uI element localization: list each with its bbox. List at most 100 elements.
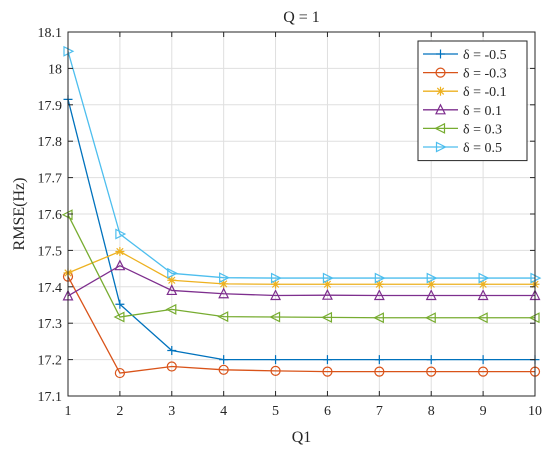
- data-point: [114, 259, 126, 271]
- data-point: [424, 312, 436, 324]
- series-layer: [61, 45, 542, 379]
- legend-marker: [435, 103, 446, 115]
- series-1: [63, 94, 540, 365]
- series-4: [62, 259, 541, 301]
- data-point: [270, 365, 281, 376]
- legend-marker: [436, 86, 445, 96]
- data-point: [115, 299, 125, 309]
- legend-label: δ = -0.5: [463, 48, 507, 63]
- x-tick-label: 4: [220, 404, 227, 419]
- data-point: [426, 366, 437, 377]
- legend-label: δ = -0.1: [463, 85, 507, 100]
- data-point: [167, 346, 177, 355]
- legend-label: δ = 0.1: [463, 104, 502, 119]
- data-point: [426, 279, 436, 289]
- data-point: [425, 289, 437, 301]
- data-point: [269, 311, 281, 323]
- data-point: [478, 366, 489, 377]
- legend-marker: [435, 141, 447, 153]
- data-point: [426, 272, 438, 284]
- data-point: [166, 284, 178, 296]
- legend-marker: [435, 67, 446, 78]
- legend-marker: [436, 49, 445, 59]
- data-point: [374, 272, 386, 284]
- data-point: [321, 311, 333, 323]
- series-line: [67, 99, 535, 361]
- data-point: [219, 272, 231, 284]
- data-point: [476, 312, 488, 324]
- y-tick-label: 18: [48, 62, 62, 77]
- x-tick-label: 7: [376, 404, 383, 419]
- data-point: [426, 355, 436, 365]
- data-point: [372, 312, 384, 324]
- data-point: [115, 228, 127, 240]
- data-point: [374, 366, 385, 377]
- data-point: [271, 355, 281, 365]
- ticks: 1 2 3 4 5 6 7 8 9 10 17.1 17.2 17.3 17.4 17.5 17.6 17.7 1…: [38, 26, 543, 419]
- data-point: [270, 272, 282, 284]
- data-point: [166, 361, 177, 372]
- data-point: [477, 289, 489, 301]
- legend-item: δ = 0.3: [423, 122, 502, 137]
- x-tick-label: 5: [272, 404, 279, 419]
- legend-label: δ = -0.3: [463, 67, 507, 82]
- x-tick-label: 10: [528, 404, 542, 419]
- data-point: [373, 289, 385, 301]
- data-point: [217, 311, 229, 323]
- y-tick-label: 17.1: [38, 390, 63, 405]
- y-tick-label: 17.8: [38, 135, 63, 150]
- data-point: [114, 367, 125, 379]
- series-line: [67, 51, 535, 279]
- series-line: [67, 264, 535, 297]
- data-point: [322, 366, 333, 377]
- legend-item: δ = -0.1: [423, 85, 507, 100]
- legend-label: δ = 0.5: [463, 141, 502, 156]
- data-point: [167, 275, 177, 285]
- data-point: [478, 272, 490, 284]
- data-point: [374, 279, 384, 289]
- x-tick-label: 3: [168, 404, 175, 419]
- data-point: [374, 355, 384, 365]
- y-tick-label: 17.3: [38, 317, 63, 332]
- y-tick-label: 17.6: [38, 208, 63, 223]
- data-point: [321, 288, 333, 300]
- chart-title: Q = 1: [283, 9, 320, 26]
- legend-item: δ = 0.1: [423, 103, 502, 119]
- data-point: [115, 246, 125, 256]
- y-tick-label: 17.4: [38, 281, 63, 296]
- y-tick-label: 17.9: [38, 99, 63, 114]
- data-point: [165, 303, 177, 315]
- series-3: [63, 246, 540, 289]
- data-point: [219, 355, 229, 365]
- legend: δ = -0.5 δ = -0.3 δ = -0.1 δ = 0.1 δ = 0.3 δ …: [417, 40, 528, 162]
- series-line: [67, 276, 535, 374]
- x-tick-label: 6: [324, 404, 331, 419]
- x-tick-label: 9: [480, 404, 487, 419]
- data-point: [167, 267, 179, 279]
- y-tick-label: 17.5: [38, 244, 63, 259]
- legend-box: [417, 40, 528, 162]
- data-point: [478, 279, 488, 289]
- legend-item: δ = 0.5: [423, 141, 502, 156]
- legend-label: δ = 0.3: [463, 122, 502, 137]
- y-tick-label: 17.7: [38, 172, 63, 187]
- data-point: [271, 279, 281, 289]
- x-axis-title: Q1: [292, 429, 312, 446]
- data-point: [322, 279, 332, 289]
- data-point: [218, 364, 229, 375]
- data-point: [219, 279, 229, 289]
- legend-item: δ = -0.3: [423, 67, 507, 82]
- series-5: [61, 209, 540, 324]
- data-point: [322, 272, 334, 284]
- data-point: [478, 355, 488, 365]
- data-point: [322, 355, 332, 365]
- data-point: [270, 289, 282, 301]
- y-axis-title: RMSE(Hz): [11, 178, 28, 251]
- x-tick-label: 2: [116, 404, 123, 419]
- series-2: [62, 271, 541, 379]
- x-tick-label: 8: [428, 404, 435, 419]
- x-tick-label: 1: [65, 404, 72, 419]
- y-tick-label: 17.2: [38, 354, 63, 369]
- legend-item: δ = -0.5: [423, 48, 507, 63]
